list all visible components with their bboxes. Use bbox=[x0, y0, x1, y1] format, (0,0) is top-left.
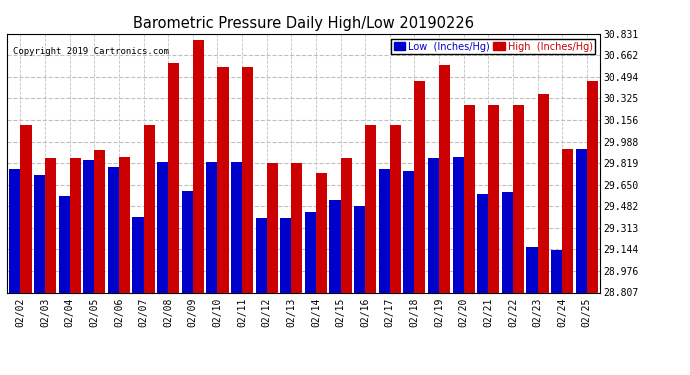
Bar bbox=[280, 218, 291, 292]
Legend: Low  (Inches/Hg), High  (Inches/Hg): Low (Inches/Hg), High (Inches/Hg) bbox=[391, 39, 595, 54]
Bar bbox=[95, 150, 106, 292]
Bar bbox=[59, 196, 70, 292]
Bar bbox=[379, 170, 390, 292]
Bar bbox=[193, 40, 204, 292]
Bar bbox=[464, 105, 475, 292]
Bar bbox=[390, 124, 401, 292]
Bar bbox=[354, 207, 365, 292]
Bar bbox=[21, 124, 32, 292]
Bar bbox=[83, 160, 95, 292]
Bar bbox=[305, 211, 316, 292]
Bar bbox=[551, 250, 562, 292]
Bar bbox=[404, 171, 415, 292]
Bar bbox=[217, 67, 228, 292]
Bar bbox=[10, 170, 21, 292]
Bar bbox=[34, 174, 45, 292]
Bar bbox=[266, 163, 278, 292]
Bar bbox=[439, 64, 450, 292]
Bar bbox=[575, 149, 586, 292]
Bar bbox=[477, 194, 489, 292]
Bar bbox=[329, 200, 341, 292]
Bar bbox=[291, 163, 302, 292]
Bar bbox=[168, 63, 179, 292]
Bar bbox=[255, 218, 266, 292]
Bar bbox=[316, 173, 327, 292]
Bar bbox=[415, 81, 426, 292]
Bar bbox=[453, 157, 464, 292]
Bar bbox=[538, 94, 549, 292]
Bar bbox=[231, 162, 242, 292]
Bar bbox=[489, 105, 500, 292]
Bar bbox=[144, 124, 155, 292]
Bar bbox=[365, 124, 376, 292]
Bar bbox=[181, 191, 193, 292]
Bar bbox=[70, 158, 81, 292]
Bar bbox=[428, 158, 439, 292]
Bar bbox=[586, 81, 598, 292]
Bar bbox=[206, 162, 217, 292]
Bar bbox=[526, 248, 538, 292]
Title: Barometric Pressure Daily High/Low 20190226: Barometric Pressure Daily High/Low 20190… bbox=[133, 16, 474, 31]
Bar bbox=[119, 157, 130, 292]
Bar bbox=[242, 67, 253, 292]
Bar bbox=[341, 158, 352, 292]
Bar bbox=[45, 158, 56, 292]
Text: Copyright 2019 Cartronics.com: Copyright 2019 Cartronics.com bbox=[13, 47, 169, 56]
Bar bbox=[513, 105, 524, 292]
Bar bbox=[157, 162, 168, 292]
Bar bbox=[502, 192, 513, 292]
Bar bbox=[108, 167, 119, 292]
Bar bbox=[132, 217, 144, 292]
Bar bbox=[562, 149, 573, 292]
